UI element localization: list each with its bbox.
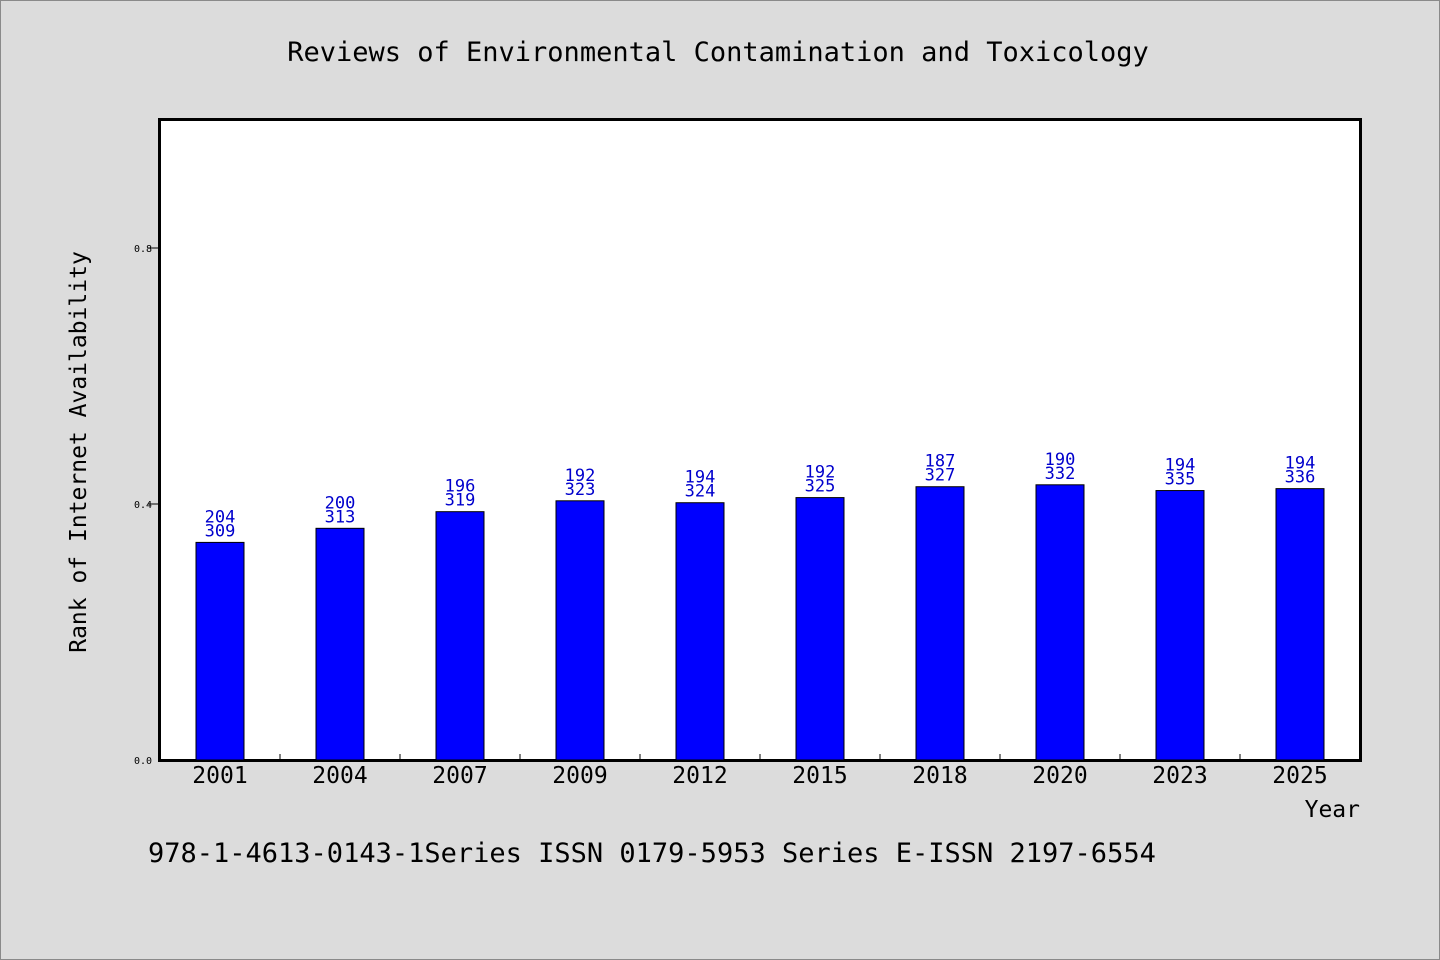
- bar-label-bottom: 324: [685, 482, 716, 502]
- x-tick-label: 2009: [552, 763, 607, 789]
- bar-label-top: 194: [1165, 456, 1196, 476]
- bar-label-bottom: 335: [1165, 470, 1196, 490]
- bar-label-bottom: 336: [1285, 468, 1316, 488]
- bar: [795, 497, 845, 761]
- y-tick-label: 0.8: [134, 244, 152, 255]
- x-tick-label: 2023: [1152, 763, 1207, 789]
- bar: [915, 486, 965, 761]
- bar-label-bottom: 325: [805, 477, 836, 497]
- bar: [1035, 484, 1085, 761]
- bar: [435, 511, 485, 761]
- bar-label-top: 190: [1045, 450, 1076, 470]
- bar-label-bottom: 309: [205, 521, 236, 541]
- y-tick-label: 0.4: [134, 500, 152, 511]
- x-axis-ticks: 2001 2004 2007 2009 2012 2015 2018 2020 2023 2025: [192, 754, 1328, 789]
- bar: [315, 527, 365, 761]
- chart-title: Reviews of Environmental Contamination a…: [287, 37, 1149, 68]
- bar-label-bottom: 327: [925, 466, 956, 486]
- bar-label-top: 194: [685, 468, 716, 488]
- x-tick-label: 2012: [672, 763, 727, 789]
- bar: [1155, 490, 1205, 761]
- bar-label-top: 194: [1285, 454, 1316, 474]
- bar: [675, 502, 725, 761]
- bar-label-bottom: 323: [565, 480, 596, 500]
- y-tick-label: 0.0: [134, 756, 152, 767]
- bar-label-top: 187: [925, 452, 956, 472]
- bar-label-top: 204: [205, 507, 236, 527]
- x-tick-label: 2015: [792, 763, 847, 789]
- bar-label-top: 192: [565, 466, 596, 486]
- y-axis-label: Rank of Internet Availability: [66, 251, 92, 653]
- x-tick-label: 2007: [432, 763, 487, 789]
- footer-text: 978-1-4613-0143-1Series ISSN 0179-5953 S…: [148, 838, 1156, 869]
- value-labels-group: 2043092003131963191923231943241923251873…: [205, 450, 1316, 542]
- x-axis-label: Year: [1305, 797, 1360, 823]
- bar-label-top: 192: [805, 463, 836, 483]
- bar: [1275, 488, 1325, 761]
- x-tick-label: 2020: [1032, 763, 1087, 789]
- x-tick-label: 2018: [912, 763, 967, 789]
- x-tick-label: 2004: [312, 763, 367, 789]
- bar: [555, 500, 605, 761]
- bar-label-bottom: 332: [1045, 464, 1076, 484]
- bars-group: [195, 484, 1325, 761]
- bar-label-top: 200: [325, 493, 356, 513]
- bar-label-top: 196: [445, 477, 476, 497]
- bar: [195, 541, 245, 761]
- x-tick-label: 2025: [1272, 763, 1327, 789]
- y-axis-ticks: 0.0 0.4 0.8: [134, 244, 160, 767]
- bar-label-bottom: 319: [445, 491, 476, 511]
- x-tick-label: 2001: [192, 763, 247, 789]
- bar-label-bottom: 313: [325, 507, 356, 527]
